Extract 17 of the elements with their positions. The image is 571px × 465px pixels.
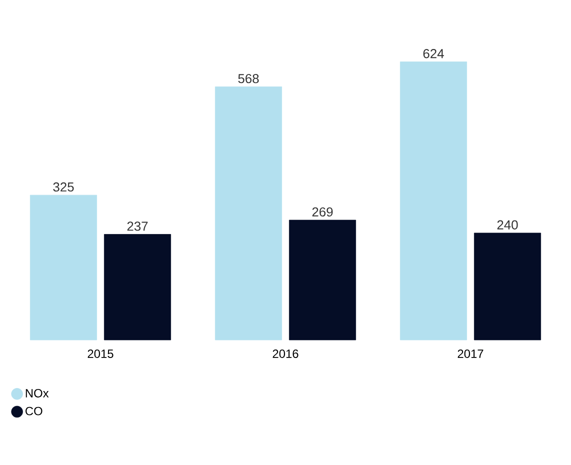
data-label: 237: [127, 222, 148, 231]
x-tick-label: 2016: [272, 350, 298, 358]
x-tick-label: 2015: [88, 350, 114, 358]
data-label: 240: [497, 220, 518, 230]
data-label: 269: [312, 207, 333, 217]
data-label: 568: [238, 74, 259, 84]
data-label: 624: [423, 49, 444, 58]
bar: [30, 194, 97, 340]
legend-label: NOx: [26, 388, 49, 398]
bar: [400, 62, 468, 340]
x-tick-label: 2017: [458, 350, 484, 358]
legend-label: CO: [26, 406, 42, 416]
data-label: 325: [53, 182, 74, 192]
bar: [104, 234, 171, 340]
bar: [289, 220, 356, 340]
bar: [215, 86, 282, 340]
bar: [474, 232, 542, 340]
